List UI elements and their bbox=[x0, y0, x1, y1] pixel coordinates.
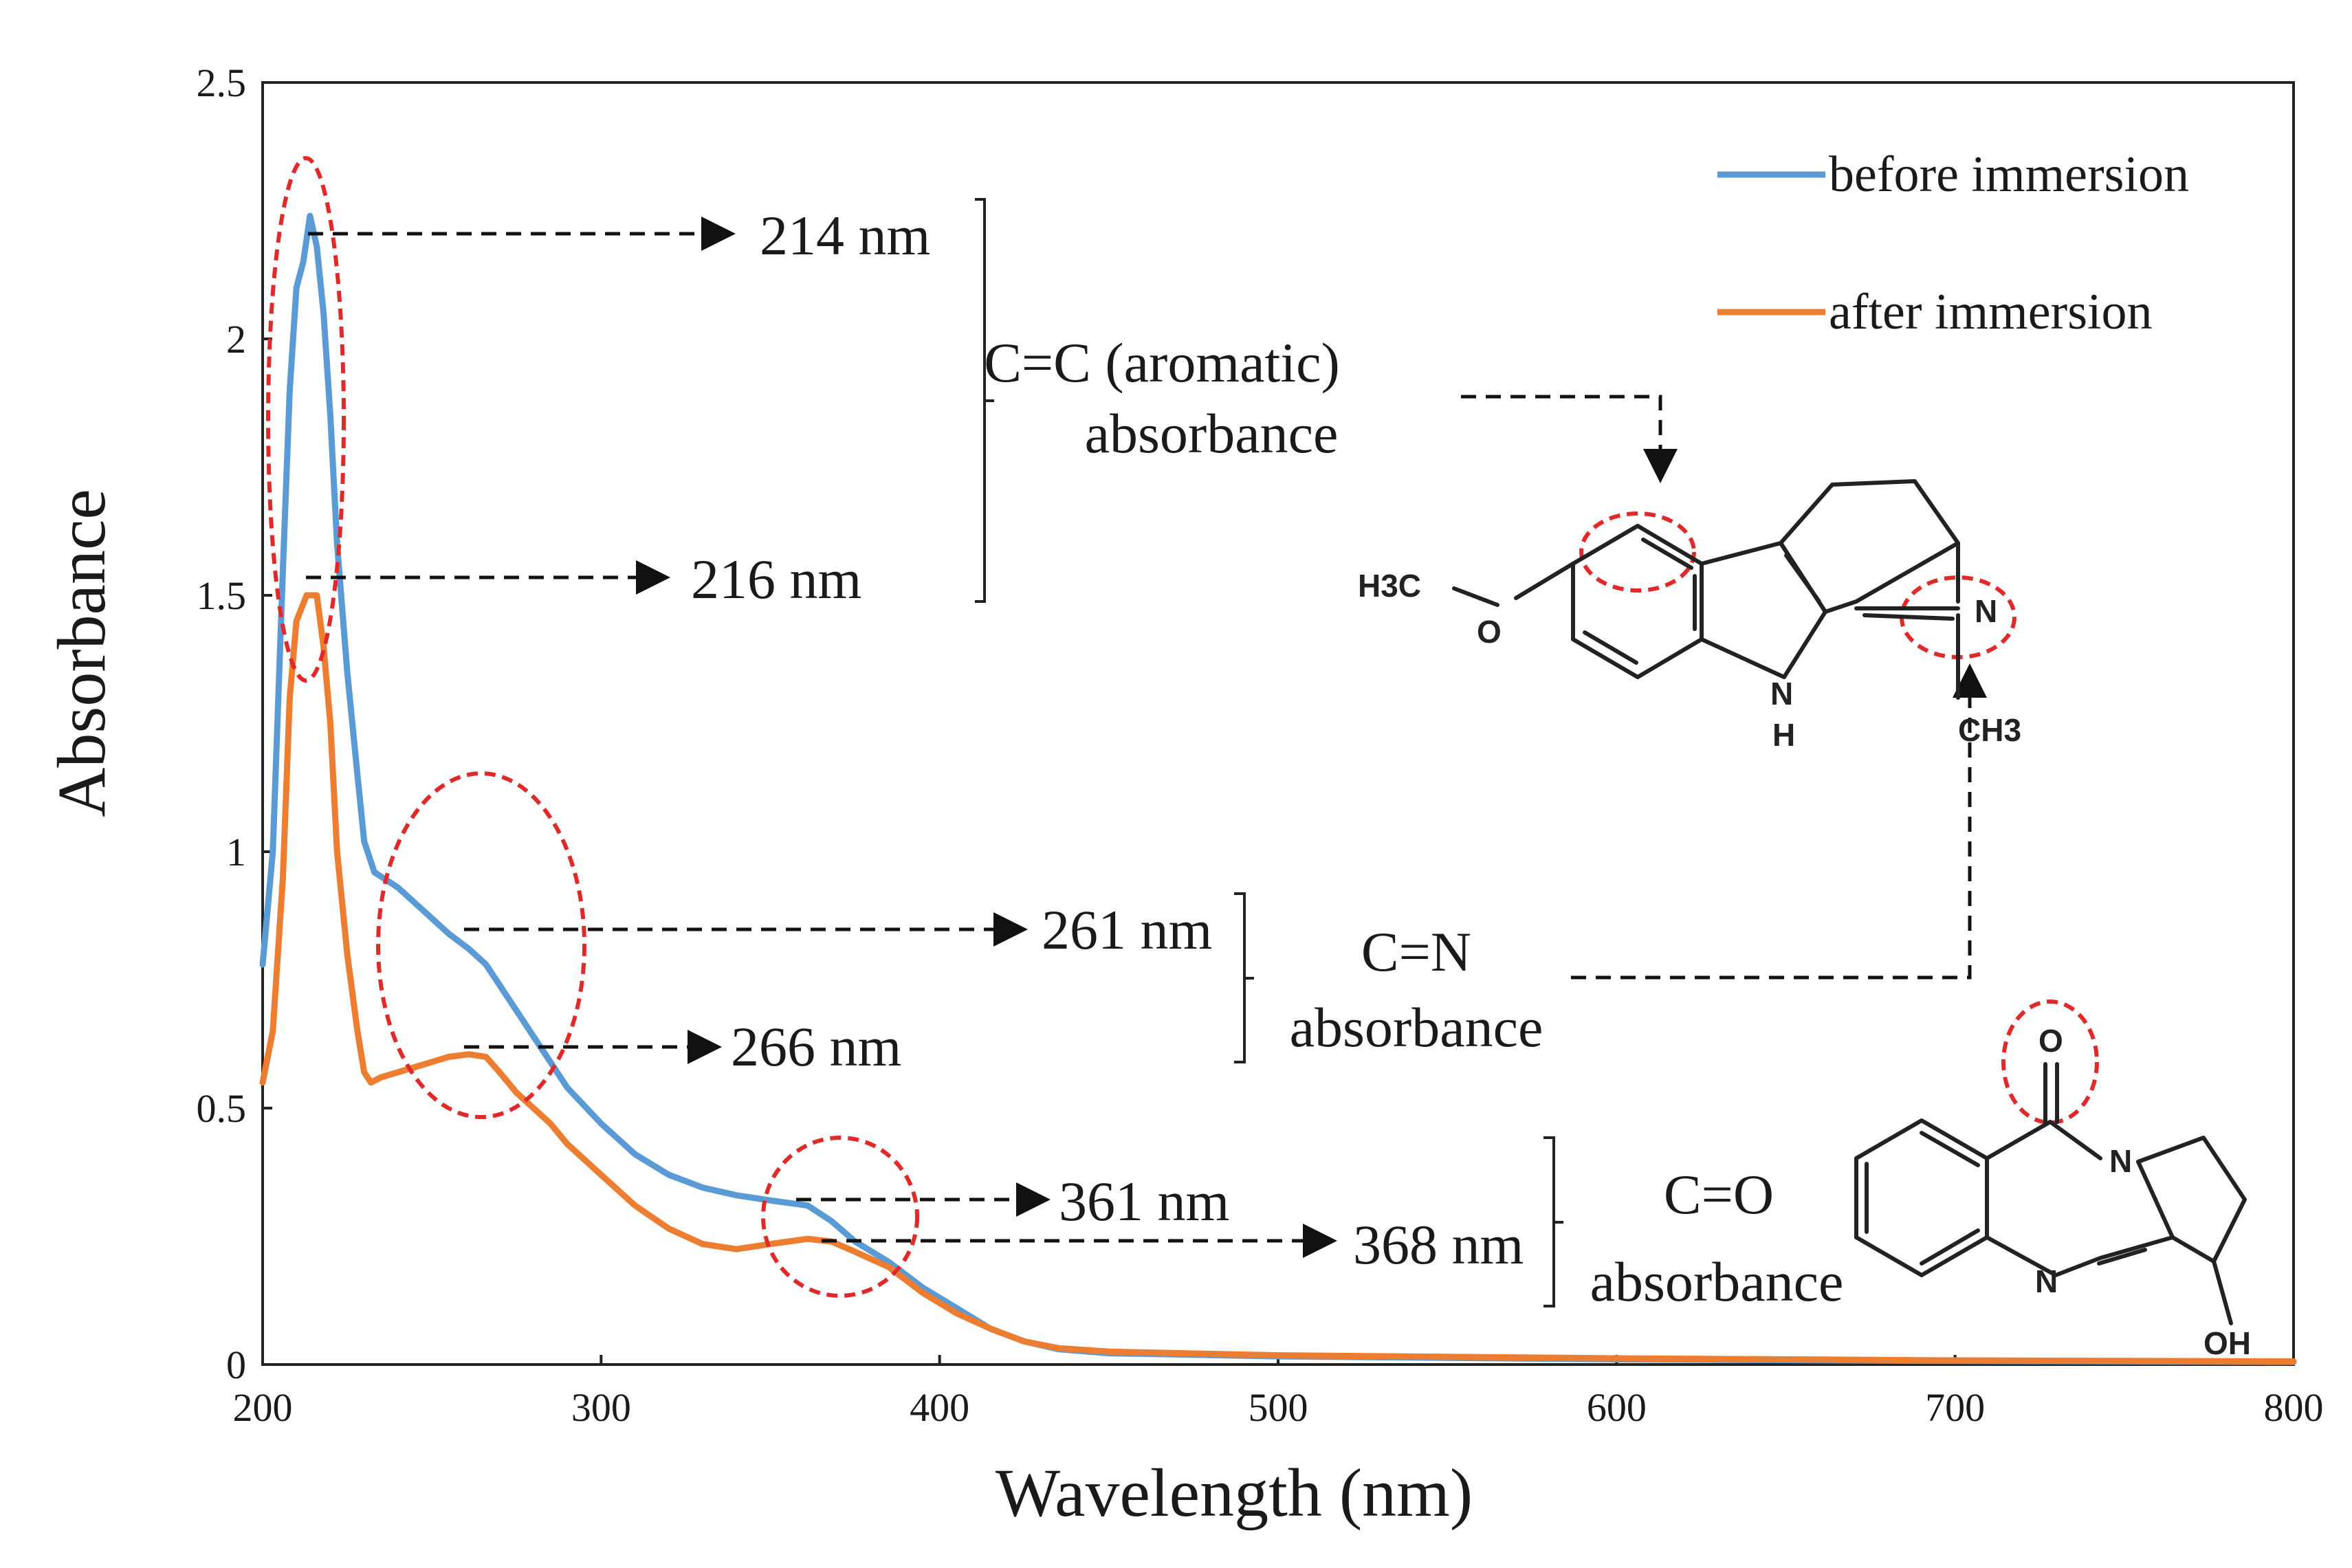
x-tick-label: 800 bbox=[2264, 1385, 2324, 1430]
label-261nm: 261 nm bbox=[1042, 898, 1212, 961]
y-tick-label: 0.5 bbox=[197, 1086, 247, 1131]
x-tick-label: 700 bbox=[1925, 1385, 1985, 1430]
vasicinone-o: O bbox=[2038, 1023, 2063, 1059]
label-cn-subtitle: absorbance bbox=[1290, 996, 1543, 1059]
highlight-ellipse-261-266 bbox=[376, 771, 586, 1119]
vasicinone-structure bbox=[1854, 1062, 2247, 1325]
x-tick-label: 300 bbox=[571, 1385, 631, 1430]
arrow-cc-to-ring bbox=[1461, 395, 1678, 483]
y-tick-label: 0 bbox=[226, 1343, 246, 1387]
bracket-cc bbox=[975, 198, 994, 603]
arrow-cn-to-ring bbox=[1571, 663, 1987, 980]
legend-label-after: after immersion bbox=[1829, 284, 2153, 340]
y-tick-label: 2 bbox=[226, 317, 246, 362]
harmine-structure bbox=[1452, 479, 1960, 700]
harmine-n: N bbox=[1975, 593, 1997, 629]
harmine-o: O bbox=[1477, 614, 1502, 650]
harmine-nh-n: N bbox=[1770, 676, 1793, 711]
bracket-co bbox=[1543, 1136, 1563, 1307]
label-co-subtitle: absorbance bbox=[1590, 1250, 1844, 1313]
highlight-ellipse-cc-ring bbox=[1579, 511, 1696, 593]
bracket-cn bbox=[1234, 892, 1254, 1063]
axis-ticks: 200 300 400 500 600 700 800 0 0.5 1 1.5 2 2.5 bbox=[197, 60, 2324, 1430]
y-tick-label: 1.5 bbox=[197, 573, 247, 618]
legend-label-before: before immersion bbox=[1829, 146, 2189, 203]
highlight-ellipse-co bbox=[2001, 1000, 2099, 1125]
harmine-h3c: H3C bbox=[1358, 568, 1421, 604]
label-266nm: 266 nm bbox=[731, 1015, 901, 1078]
label-cc-subtitle: absorbance bbox=[1085, 402, 1339, 465]
label-214nm: 214 nm bbox=[760, 204, 930, 267]
harmine-nh-h: H bbox=[1772, 717, 1795, 753]
highlight-ellipse-214-216 bbox=[266, 156, 346, 683]
y-axis-title: Absorbance bbox=[43, 489, 120, 817]
y-tick-label: 2.5 bbox=[197, 60, 247, 105]
label-cn-title: C=N bbox=[1361, 920, 1471, 983]
x-axis-title: Wavelength (nm) bbox=[996, 1455, 1473, 1531]
label-216nm: 216 nm bbox=[691, 548, 861, 610]
x-tick-label: 400 bbox=[910, 1385, 969, 1430]
x-tick-label: 600 bbox=[1587, 1385, 1647, 1430]
label-368nm: 368 nm bbox=[1353, 1213, 1524, 1276]
y-tick-label: 1 bbox=[226, 830, 246, 874]
vasicinone-n1: N bbox=[2109, 1143, 2132, 1179]
vasicinone-oh: OH bbox=[2203, 1325, 2251, 1361]
x-tick-label: 200 bbox=[233, 1385, 293, 1430]
label-co-title: C=O bbox=[1664, 1163, 1774, 1226]
harmine-ch3: CH3 bbox=[1958, 712, 2021, 748]
series-line-after-immersion bbox=[259, 592, 2297, 1365]
highlight-ellipse-361-368 bbox=[761, 1136, 919, 1298]
label-361nm: 361 nm bbox=[1059, 1170, 1229, 1233]
label-cc-title: C=C (aromatic) bbox=[984, 331, 1340, 394]
x-tick-label: 500 bbox=[1249, 1385, 1308, 1430]
vasicinone-n2: N bbox=[2035, 1263, 2058, 1299]
